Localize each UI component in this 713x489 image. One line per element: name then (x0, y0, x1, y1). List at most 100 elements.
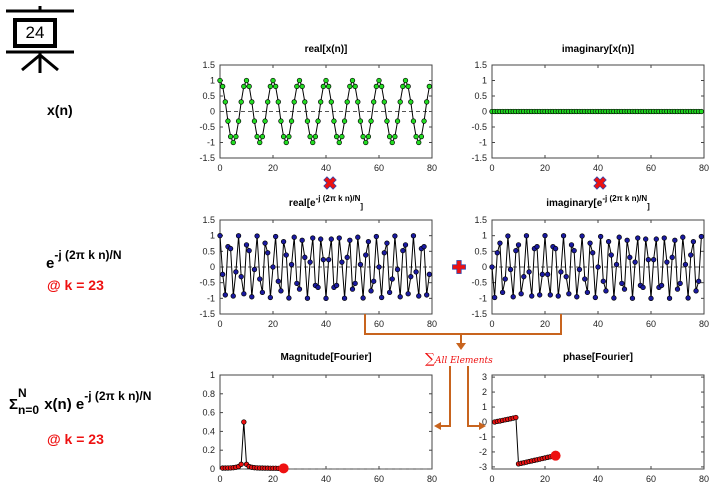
data-point (288, 118, 295, 124)
y-tick-label: 0.6 (202, 408, 215, 418)
data-point (241, 291, 247, 297)
data-point (235, 118, 242, 124)
data-point (333, 133, 340, 140)
arrow-right-icon (479, 422, 486, 430)
data-point (507, 266, 514, 273)
data-point (371, 278, 377, 284)
plot-frame (219, 374, 433, 470)
x-tick-label: 20 (540, 474, 550, 484)
data-point (230, 139, 236, 146)
data-point (502, 276, 508, 282)
data-point (426, 271, 433, 277)
data-point (262, 240, 268, 246)
data-point (217, 77, 223, 84)
data-point (249, 294, 255, 300)
data-point (416, 139, 422, 146)
data-point (230, 293, 236, 299)
data-point (664, 259, 670, 265)
sum-sigma: Σ (9, 395, 19, 413)
data-point (347, 83, 353, 90)
data-point (254, 133, 260, 140)
sum-exponent: -j (2π k n)/N (84, 388, 152, 403)
data-point (632, 259, 638, 265)
connector-to-phase (467, 366, 480, 427)
data-point (352, 280, 358, 287)
x-tick-label: 20 (268, 319, 278, 329)
data-point (513, 414, 519, 421)
data-point (243, 77, 250, 84)
y-tick-label: -1 (479, 138, 487, 148)
data-point (339, 259, 345, 265)
data-point (217, 233, 223, 239)
data-point (384, 118, 390, 124)
data-point (494, 250, 500, 256)
data-point (238, 461, 244, 467)
data-point (326, 83, 332, 90)
data-point (389, 276, 395, 282)
arrow-down-icon (456, 343, 466, 350)
data-point (698, 233, 704, 240)
y-tick-label: -3 (479, 462, 487, 472)
y-tick-label: 1 (482, 231, 487, 241)
title-post: ] (360, 202, 364, 211)
data-point (265, 99, 271, 105)
data-point (222, 99, 228, 105)
data-point (405, 291, 411, 297)
data-point (278, 288, 284, 294)
y-tick-label: 0.5 (474, 246, 487, 256)
y-tick-label: -1 (479, 293, 487, 303)
data-point (302, 254, 308, 260)
data-point (424, 292, 430, 298)
x-tick-label: 80 (427, 319, 437, 329)
data-point (661, 235, 667, 241)
data-point (515, 242, 522, 248)
data-point (267, 83, 274, 90)
y-tick-label: 0.2 (202, 445, 215, 455)
data-point (296, 77, 303, 84)
chart-title-real-x: real[x(n)] (304, 44, 348, 55)
basis-k-label: @ k = 23 (47, 277, 104, 293)
y-tick-label: -0.5 (471, 122, 487, 132)
title-sup: -j (2π k n)/N (602, 194, 648, 203)
data-point (616, 234, 622, 240)
data-point (666, 295, 673, 301)
data-point (381, 250, 387, 256)
x-tick-label: 40 (321, 319, 331, 329)
data-point (421, 118, 427, 124)
data-point (590, 250, 596, 256)
x-tick-label: 60 (646, 474, 656, 484)
connector-bracket (364, 314, 562, 335)
data-point (595, 264, 601, 270)
data-point (563, 274, 569, 280)
data-point (349, 77, 356, 84)
data-point (688, 252, 694, 258)
y-tick-label: -0.5 (471, 278, 487, 288)
data-point (246, 83, 252, 90)
data-point (235, 233, 242, 239)
data-point (693, 288, 699, 294)
data-point (627, 254, 633, 260)
y-tick-label: 1.5 (474, 60, 487, 70)
data-point (587, 240, 593, 246)
data-point (254, 233, 260, 239)
data-point (568, 242, 575, 248)
data-point (413, 269, 419, 275)
data-point (381, 99, 387, 105)
basis-base: e (46, 255, 55, 272)
data-point (227, 245, 234, 252)
data-point (584, 289, 591, 295)
y-tick-label: 1 (482, 76, 487, 86)
data-point (304, 295, 311, 301)
data-point (672, 237, 678, 243)
data-point (489, 264, 495, 270)
data-point (280, 239, 287, 245)
data-point (566, 291, 572, 297)
data-point (344, 99, 350, 105)
x-tick-label: 40 (321, 163, 331, 173)
data-point (389, 139, 395, 146)
data-point (238, 274, 244, 280)
x-tick-label: 80 (427, 163, 437, 173)
data-point (270, 264, 276, 270)
x-tick-label: 20 (540, 163, 550, 173)
